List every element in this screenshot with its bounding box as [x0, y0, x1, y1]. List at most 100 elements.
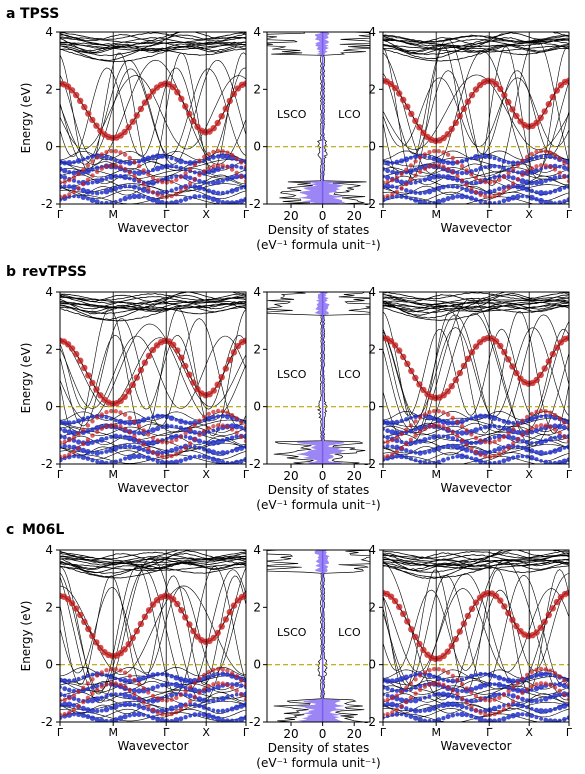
o-p-weight-dot — [543, 717, 549, 722]
o-p-weight-dot — [113, 418, 118, 423]
cu-dx2y2-weight-dot — [387, 593, 395, 600]
low-energy-band — [383, 157, 569, 167]
cu-dx2y2-weight-dot — [501, 349, 508, 356]
red-weight-dot — [492, 711, 497, 717]
high-energy-band — [60, 566, 246, 574]
cu-dx2y2-weight-dot — [468, 91, 476, 99]
o-p-weight-dot — [450, 713, 456, 718]
o-p-weight-dot — [455, 177, 460, 183]
red-weight-dot — [455, 677, 460, 683]
o-p-weight-dot — [487, 163, 493, 169]
o-p-weight-dot — [478, 154, 483, 159]
dispersive-band — [60, 59, 246, 165]
o-p-weight-dot — [413, 440, 419, 445]
high-energy-band — [383, 292, 569, 316]
o-p-weight-dot — [164, 163, 170, 170]
lsco-projected-dos — [295, 550, 323, 722]
o-p-weight-dot — [505, 426, 512, 433]
red-weight-dot — [174, 192, 179, 197]
o-p-weight-dot — [109, 200, 114, 204]
o-p-weight-dot — [131, 193, 138, 200]
cu-dx2y2-weight-dot — [214, 381, 221, 388]
high-energy-band — [60, 296, 246, 305]
o-p-weight-dot — [192, 454, 197, 459]
o-p-weight-dot — [220, 178, 225, 183]
red-weight-dot — [174, 695, 179, 700]
lco-label: LCO — [338, 626, 361, 639]
red-weight-dot — [71, 693, 77, 698]
o-p-weight-dot — [473, 685, 479, 691]
red-weight-dot — [104, 410, 109, 415]
red-weight-dot — [459, 696, 465, 701]
o-p-weight-dot — [459, 453, 465, 460]
o-p-weight-dot — [413, 190, 418, 195]
red-weight-dot — [408, 437, 414, 442]
red-weight-dot — [81, 441, 86, 447]
o-p-weight-dot — [445, 196, 451, 202]
y-tick-label: 2 — [45, 600, 53, 614]
o-p-weight-dot — [529, 188, 535, 194]
o-p-weight-dot — [413, 414, 419, 420]
o-p-weight-dot — [538, 426, 544, 432]
o-p-weight-dot — [469, 416, 474, 421]
cu-dx2y2-weight-dot — [170, 84, 177, 91]
o-p-weight-dot — [460, 688, 465, 694]
o-p-weight-dot — [215, 457, 221, 464]
cu-dx2y2-weight-dot — [456, 369, 463, 377]
y-tick-label: -2 — [249, 197, 261, 211]
red-weight-dot — [501, 692, 507, 698]
red-weight-dot — [243, 438, 246, 444]
red-weight-dot — [95, 155, 100, 160]
o-p-weight-dot — [150, 715, 156, 721]
o-p-weight-dot — [104, 460, 109, 464]
red-weight-dot — [229, 153, 235, 158]
o-p-weight-dot — [477, 683, 484, 690]
red-weight-dot — [67, 696, 72, 701]
o-p-weight-dot — [524, 439, 530, 445]
red-weight-dot — [215, 423, 221, 428]
o-p-weight-dot — [192, 194, 198, 200]
y-axis-label: Energy (eV) — [19, 83, 33, 154]
o-p-weight-dot — [103, 706, 110, 713]
o-p-weight-dot — [210, 414, 216, 420]
red-weight-dot — [557, 156, 562, 161]
red-weight-dot — [118, 668, 123, 673]
o-p-weight-dot — [146, 674, 151, 679]
red-weight-dot — [122, 412, 128, 417]
o-p-weight-dot — [187, 435, 193, 441]
red-weight-dot — [215, 148, 221, 154]
red-weight-dot — [109, 148, 114, 154]
o-p-weight-dot — [394, 438, 400, 444]
red-weight-dot — [132, 692, 137, 697]
o-p-weight-dot — [187, 175, 193, 181]
o-p-weight-dot — [445, 714, 451, 720]
o-p-weight-dot — [183, 692, 188, 698]
y-axis-label: Energy (eV) — [19, 601, 33, 672]
o-p-weight-dot — [85, 428, 91, 434]
o-p-weight-dot — [398, 453, 405, 460]
o-p-weight-dot — [529, 674, 535, 680]
o-p-weight-dot — [80, 454, 86, 460]
o-p-weight-dot — [497, 692, 502, 697]
o-p-weight-dot — [89, 697, 96, 704]
red-weight-dot — [113, 667, 119, 672]
o-p-weight-dot — [164, 694, 169, 699]
o-p-weight-dot — [477, 716, 484, 722]
o-p-weight-dot — [473, 197, 479, 203]
o-p-weight-dot — [178, 165, 184, 171]
cu-dx2y2-weight-dot — [73, 91, 80, 99]
o-p-weight-dot — [501, 166, 506, 171]
o-p-weight-dot — [215, 179, 221, 185]
o-p-weight-dot — [477, 413, 484, 419]
o-p-weight-dot — [122, 174, 129, 181]
o-p-weight-dot — [492, 201, 497, 204]
red-weight-dot — [515, 695, 521, 700]
cu-dx2y2-weight-dot — [77, 611, 84, 619]
o-p-weight-dot — [394, 178, 400, 184]
red-weight-dot — [99, 670, 105, 675]
red-weight-dot — [497, 437, 502, 442]
cu-dx2y2-weight-dot — [149, 88, 157, 95]
o-p-weight-dot — [76, 454, 81, 459]
o-p-weight-dot — [122, 443, 128, 449]
o-p-weight-dot — [197, 194, 202, 199]
